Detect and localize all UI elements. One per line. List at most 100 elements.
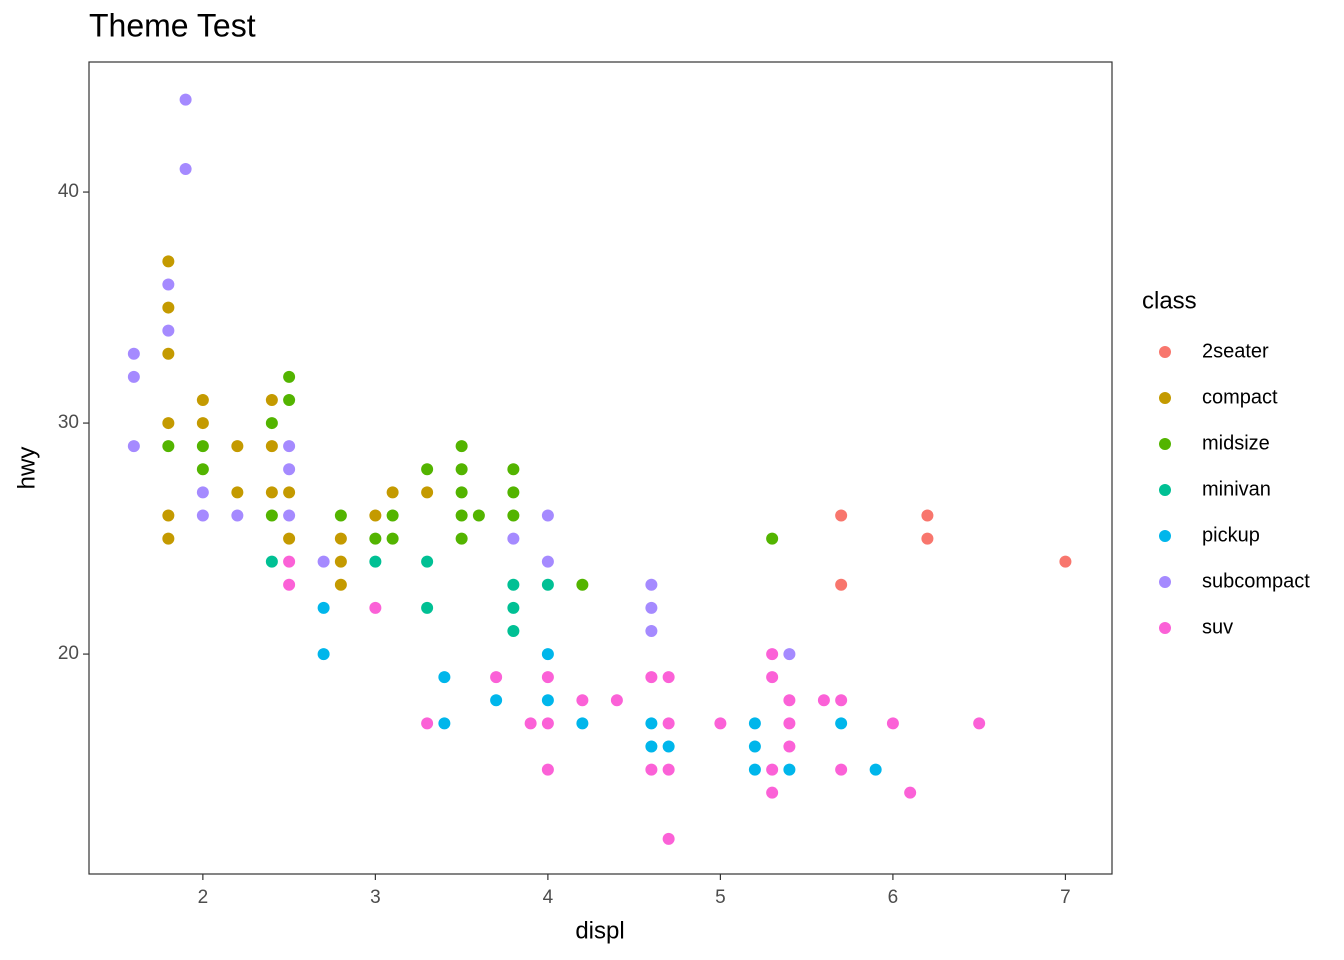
point <box>455 486 468 499</box>
point <box>766 648 779 661</box>
point <box>386 486 399 499</box>
point <box>576 578 589 591</box>
point <box>265 555 278 568</box>
point <box>196 463 209 476</box>
point <box>231 486 244 499</box>
x-tick-label: 7 <box>1060 887 1071 908</box>
point <box>421 717 434 730</box>
point <box>438 671 451 684</box>
y-tick-label: 40 <box>58 181 79 202</box>
point <box>1059 555 1072 568</box>
point <box>317 555 330 568</box>
point <box>196 393 209 406</box>
point <box>127 347 140 360</box>
legend-marker <box>1159 484 1171 496</box>
point <box>904 786 917 799</box>
point <box>455 532 468 545</box>
point <box>162 509 175 522</box>
point <box>196 440 209 453</box>
point <box>766 671 779 684</box>
legend-title: class <box>1142 287 1197 314</box>
point <box>835 509 848 522</box>
point <box>645 671 658 684</box>
point <box>162 278 175 291</box>
point <box>662 763 675 776</box>
legend-marker <box>1159 392 1171 404</box>
chart-title: Theme Test <box>89 7 256 43</box>
point <box>524 717 537 730</box>
point <box>817 694 830 707</box>
point <box>317 648 330 661</box>
point <box>265 440 278 453</box>
point <box>196 417 209 430</box>
legend-label: midsize <box>1202 432 1270 454</box>
point <box>369 601 382 614</box>
point <box>283 486 296 499</box>
point <box>283 555 296 568</box>
legend-marker <box>1159 576 1171 588</box>
x-tick-label: 2 <box>198 887 209 908</box>
point <box>835 717 848 730</box>
point <box>645 624 658 637</box>
point <box>645 763 658 776</box>
point <box>541 648 554 661</box>
point <box>265 393 278 406</box>
point <box>645 717 658 730</box>
point <box>886 717 899 730</box>
point <box>507 532 520 545</box>
point <box>421 486 434 499</box>
point <box>921 532 934 545</box>
point <box>662 832 675 845</box>
point <box>662 740 675 753</box>
point <box>283 578 296 591</box>
point <box>283 463 296 476</box>
point <box>541 763 554 776</box>
point <box>334 532 347 545</box>
point <box>748 763 761 776</box>
point <box>835 763 848 776</box>
point <box>162 532 175 545</box>
point <box>196 509 209 522</box>
legend-marker <box>1159 530 1171 542</box>
point <box>265 486 278 499</box>
legend-label: compact <box>1202 386 1278 408</box>
point <box>231 440 244 453</box>
point <box>541 555 554 568</box>
point <box>645 578 658 591</box>
point <box>766 532 779 545</box>
point <box>835 578 848 591</box>
point <box>507 624 520 637</box>
x-tick-label: 4 <box>543 887 554 908</box>
point <box>662 717 675 730</box>
point <box>490 694 503 707</box>
legend-label: minivan <box>1202 478 1271 500</box>
point <box>610 694 623 707</box>
point <box>421 555 434 568</box>
point <box>455 463 468 476</box>
point <box>265 509 278 522</box>
point <box>162 347 175 360</box>
point <box>162 417 175 430</box>
point <box>783 763 796 776</box>
point <box>783 717 796 730</box>
y-axis-label: hwy <box>13 447 40 490</box>
point <box>766 763 779 776</box>
point <box>265 417 278 430</box>
point <box>541 578 554 591</box>
legend-marker <box>1159 622 1171 634</box>
point <box>369 555 382 568</box>
point <box>369 532 382 545</box>
point <box>869 763 882 776</box>
point <box>541 671 554 684</box>
point <box>421 601 434 614</box>
point <box>196 486 209 499</box>
point <box>507 463 520 476</box>
point <box>645 740 658 753</box>
point <box>317 601 330 614</box>
point <box>162 255 175 268</box>
point <box>973 717 986 730</box>
y-tick-label: 30 <box>58 412 79 433</box>
point <box>748 717 761 730</box>
point <box>421 463 434 476</box>
